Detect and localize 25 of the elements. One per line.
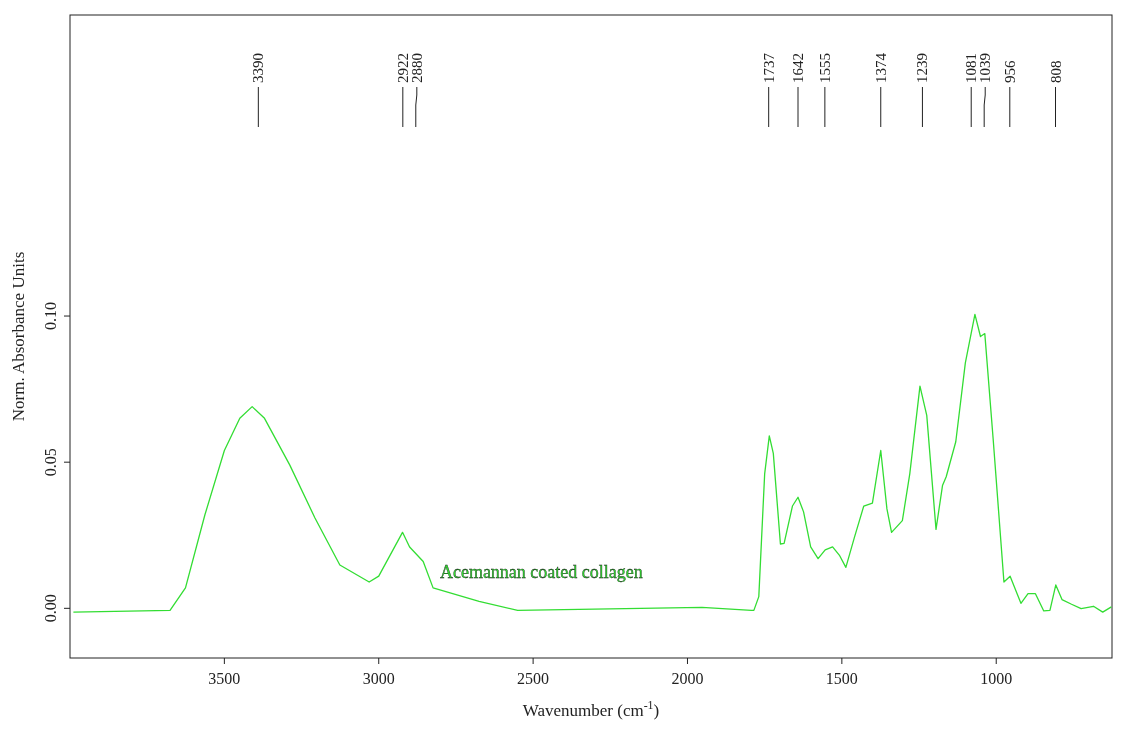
ref-line-label: 3390 xyxy=(250,53,267,83)
ref-line-label: 956 xyxy=(1001,60,1018,83)
x-tick-label: 1000 xyxy=(980,670,1013,687)
series-label: Acemannan coated collagen xyxy=(439,561,643,582)
ref-line-label: 1737 xyxy=(760,52,777,83)
y-tick-label: 0.00 xyxy=(42,594,59,623)
x-tick-label: 2500 xyxy=(517,670,550,687)
ref-line-label: 1239 xyxy=(914,53,931,83)
ref-line-label: 1081 xyxy=(963,53,980,83)
ref-line-label: 2880 xyxy=(408,53,425,83)
x-tick-label: 1500 xyxy=(825,670,858,687)
ref-line-label: 808 xyxy=(1047,60,1064,83)
ref-line-label: 1374 xyxy=(872,52,889,83)
y-tick-label: 0.10 xyxy=(42,302,59,331)
ref-line-label: 1642 xyxy=(790,53,807,83)
x-tick-label: 3500 xyxy=(208,670,241,687)
x-tick-label: 2000 xyxy=(671,670,704,687)
ref-line-label: 2922 xyxy=(394,53,411,83)
ref-line-label: 1039 xyxy=(977,53,994,83)
x-tick-label: 3000 xyxy=(362,670,395,687)
y-tick-label: 0.05 xyxy=(42,448,59,477)
y-axis-title: Norm. Absorbance Units xyxy=(9,251,28,422)
ref-line-label: 1555 xyxy=(816,53,833,83)
line-series xyxy=(72,313,1113,613)
x-axis-title: Wavenumber (cm$^{-1}$) xyxy=(522,698,660,720)
